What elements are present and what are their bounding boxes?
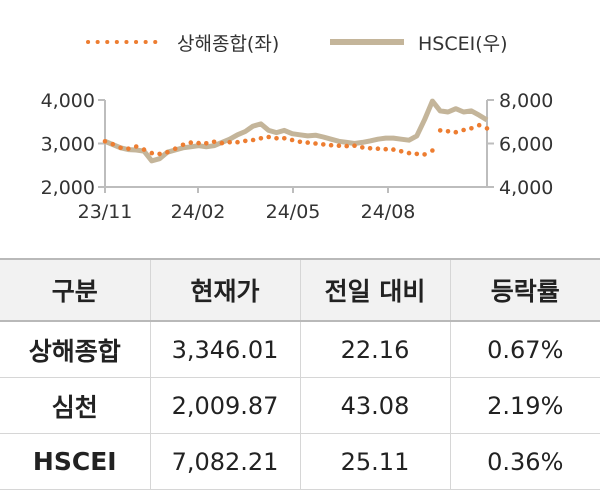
data-point-shanghai: [476, 122, 482, 128]
change-rate-cell: 2.19%: [449, 377, 600, 434]
data-point-shanghai: [219, 140, 225, 146]
data-point-shanghai: [484, 126, 490, 131]
row-label: 상해종합: [0, 321, 150, 378]
current-price-cell: 3,346.01: [149, 321, 300, 378]
data-point-shanghai: [157, 151, 162, 157]
data-point-shanghai: [180, 142, 186, 148]
data-point-shanghai: [461, 127, 466, 133]
data-point-shanghai: [375, 146, 381, 151]
data-point-shanghai: [321, 142, 326, 147]
x-tick-label: 24/05: [266, 201, 321, 223]
x-tick-label: 24/08: [361, 201, 416, 223]
change-cell: 43.08: [299, 377, 450, 434]
y-left-tick-label: 4,000: [41, 90, 95, 112]
data-point-shanghai: [133, 144, 139, 149]
series-dots-shanghai: [102, 122, 490, 157]
header-current-price: 현재가: [149, 258, 300, 322]
index-quote-table: 구분 현재가 전일 대비 등락률 상해종합 3,346.01 22.16 0.6…: [0, 258, 600, 490]
header-category: 구분: [0, 258, 150, 322]
series-line-hscei: [104, 98, 489, 164]
data-point-shanghai: [367, 146, 373, 151]
data-point-shanghai: [414, 151, 420, 157]
data-point-shanghai: [328, 142, 334, 148]
legend-label-shanghai: 상해종합(좌): [177, 33, 279, 55]
data-point-shanghai: [250, 137, 256, 143]
data-point-shanghai: [430, 148, 435, 153]
row-label: HSCEI: [0, 433, 150, 490]
data-point-shanghai: [282, 136, 287, 141]
current-price-cell: 2,009.87: [149, 377, 300, 434]
chart-legend: 상해종합(좌) HSCEI(우): [86, 33, 508, 55]
data-point-shanghai: [360, 145, 365, 150]
data-point-shanghai: [305, 140, 311, 145]
table-row-shanghai: 상해종합 3,346.01 22.16 0.67%: [0, 321, 600, 378]
data-point-shanghai: [352, 143, 357, 148]
data-point-shanghai: [297, 139, 303, 145]
data-point-shanghai: [406, 150, 412, 156]
data-point-shanghai: [211, 139, 217, 145]
index-line-chart: 상해종합(좌) HSCEI(우) 2,000 3,000 4,000 4,000 6,0…: [41, 33, 554, 223]
data-point-shanghai: [149, 150, 155, 156]
y-left-tick-label: 2,000: [41, 177, 95, 199]
plot-area: [102, 98, 490, 164]
data-point-shanghai: [274, 136, 279, 141]
data-point-shanghai: [391, 147, 396, 152]
y-right-tick-label: 6,000: [499, 134, 553, 156]
y-right-tick-label: 8,000: [499, 90, 553, 112]
data-point-shanghai: [227, 139, 232, 145]
header-change-rate: 등락률: [449, 258, 600, 322]
legend-label-hscei: HSCEI(우): [418, 33, 508, 55]
table-row-hscei: HSCEI 7,082.21 25.11 0.36%: [0, 433, 600, 490]
change-rate-cell: 0.67%: [449, 321, 600, 378]
change-cell: 25.11: [299, 433, 450, 490]
data-point-shanghai: [204, 141, 209, 146]
y-right-tick-label: 4,000: [499, 177, 553, 199]
change-rate-cell: 0.36%: [449, 433, 600, 490]
chart-axes: 2,000 3,000 4,000 4,000 6,000 8,000 23/11 24/02…: [41, 90, 554, 223]
data-point-shanghai: [336, 143, 342, 148]
data-point-shanghai: [141, 147, 147, 152]
data-point-shanghai: [258, 136, 264, 141]
data-point-shanghai: [266, 134, 272, 140]
row-label: 심천: [0, 377, 150, 434]
x-tick-label: 23/11: [78, 201, 133, 223]
data-point-shanghai: [469, 126, 474, 131]
change-cell: 22.16: [299, 321, 450, 378]
data-point-shanghai: [398, 149, 404, 154]
data-point-shanghai: [313, 141, 318, 146]
data-point-shanghai: [172, 146, 178, 151]
data-point-shanghai: [188, 140, 194, 145]
data-point-shanghai: [243, 138, 248, 144]
data-point-shanghai: [110, 141, 116, 147]
data-point-shanghai: [102, 139, 108, 144]
data-point-shanghai: [235, 139, 240, 145]
table-header-row: 구분 현재가 전일 대비 등락률: [0, 258, 600, 322]
data-point-shanghai: [196, 140, 201, 146]
x-tick-label: 24/02: [171, 201, 226, 223]
data-point-shanghai: [289, 137, 295, 143]
data-point-shanghai: [165, 149, 170, 155]
data-point-shanghai: [126, 146, 131, 151]
table-row-shenzhen: 심천 2,009.87 43.08 2.19%: [0, 377, 600, 434]
data-point-shanghai: [437, 128, 443, 133]
data-point-shanghai: [453, 129, 459, 135]
data-point-shanghai: [445, 129, 451, 134]
y-left-tick-label: 3,000: [41, 134, 95, 156]
data-point-shanghai: [118, 145, 123, 151]
current-price-cell: 7,082.21: [149, 433, 300, 490]
data-point-shanghai: [383, 146, 389, 152]
data-point-shanghai: [344, 143, 350, 149]
data-point-shanghai: [422, 152, 427, 157]
header-change: 전일 대비: [299, 258, 450, 322]
